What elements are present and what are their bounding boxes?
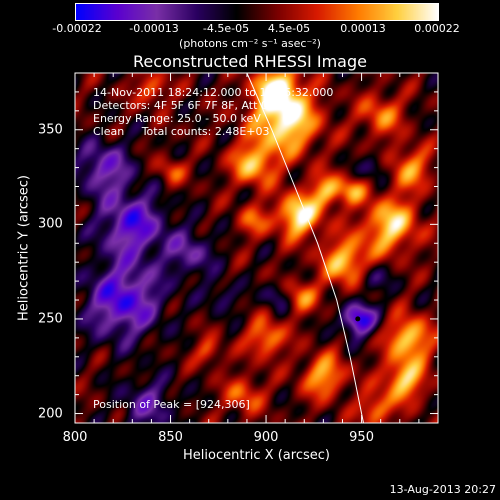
x-axis-label: Heliocentric X (arcsec) bbox=[183, 448, 330, 463]
y-tick-label: 200 bbox=[38, 406, 63, 422]
y-tick-label: 350 bbox=[38, 122, 63, 138]
y-axis-label: Heliocentric Y (arcsec) bbox=[16, 175, 32, 321]
plot-frame bbox=[74, 72, 439, 424]
x-tick-label: 800 bbox=[62, 430, 88, 445]
energy-range-text: Energy Range: 25.0 - 50.0 keV bbox=[93, 112, 261, 125]
colorbar-tick-label: 4.5e-05 bbox=[267, 22, 311, 35]
colorbar bbox=[75, 3, 439, 21]
colorbar-tick-label: 0.00022 bbox=[414, 22, 460, 35]
x-tick-label: 900 bbox=[253, 430, 279, 445]
peak-marker bbox=[355, 316, 361, 322]
tick-marks bbox=[74, 72, 439, 423]
detectors-text: Detectors: 4F 5F 6F 7F 8F, Att 0 bbox=[93, 99, 268, 112]
colorbar-tick-label: -0.00022 bbox=[52, 22, 102, 35]
x-tick-label: 950 bbox=[349, 430, 374, 445]
time-range-text: 14-Nov-2011 18:24:12.000 to 18:25:32.000 bbox=[93, 86, 334, 99]
plot-area bbox=[74, 72, 439, 424]
timestamp: 13-Aug-2013 20:27 bbox=[389, 483, 496, 496]
peak-position-text: Position of Peak = [924,306] bbox=[93, 398, 250, 411]
heatmap-image bbox=[75, 73, 438, 423]
chart-title: Reconstructed RHESSI Image bbox=[133, 52, 367, 71]
method-counts-text: Clean Total counts: 2.48E+03 bbox=[93, 125, 270, 138]
colorbar-units: (photons cm⁻² s⁻¹ asec⁻²) bbox=[179, 37, 321, 50]
colorbar-tick-label: -4.5e-05 bbox=[202, 22, 250, 35]
solar-limb-line bbox=[246, 72, 364, 424]
colorbar-tick-label: -0.00013 bbox=[129, 22, 179, 35]
y-tick-label: 250 bbox=[38, 311, 63, 327]
y-tick-label: 300 bbox=[38, 216, 63, 232]
x-tick-label: 850 bbox=[158, 430, 183, 445]
colorbar-tick-label: 0.00013 bbox=[340, 22, 386, 35]
plot-overlay bbox=[74, 72, 439, 424]
